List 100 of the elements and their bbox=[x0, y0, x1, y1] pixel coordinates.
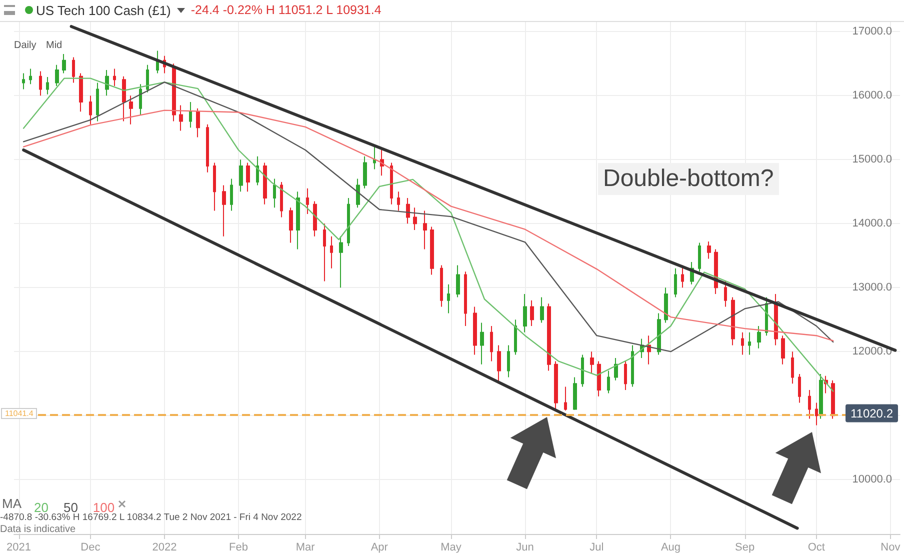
candlestick bbox=[781, 335, 785, 365]
candlestick bbox=[323, 223, 326, 282]
candlestick bbox=[222, 184, 226, 237]
y-tick-label: 15000.0 bbox=[852, 154, 892, 166]
candlestick bbox=[206, 124, 209, 173]
candlestick bbox=[390, 162, 393, 205]
candlestick bbox=[413, 207, 417, 230]
candlestick bbox=[29, 68, 32, 85]
candlestick bbox=[657, 312, 661, 356]
candlestick bbox=[607, 370, 610, 394]
candlestick bbox=[614, 358, 618, 381]
candlestick bbox=[674, 268, 677, 298]
candlestick bbox=[530, 300, 534, 326]
candlestick bbox=[480, 322, 484, 365]
candlestick bbox=[189, 102, 192, 128]
candlestick bbox=[440, 264, 443, 308]
x-tick-label: Dec bbox=[80, 542, 101, 554]
candlestick bbox=[564, 386, 567, 411]
candlestick bbox=[72, 56, 75, 84]
candlestick bbox=[373, 144, 376, 170]
annotation: 11041.4 bbox=[1, 408, 38, 419]
chart-title: US Tech 100 Cash (£1) bbox=[36, 3, 171, 18]
x-tick-label: Nov bbox=[880, 542, 901, 554]
candlestick bbox=[808, 390, 811, 420]
candlestick bbox=[196, 108, 200, 138]
candlestick bbox=[113, 68, 116, 86]
candlestick bbox=[456, 264, 460, 298]
y-tick-label: 10000.0 bbox=[852, 474, 892, 486]
candlestick bbox=[122, 76, 126, 122]
candlestick bbox=[230, 178, 233, 212]
candlestick bbox=[514, 319, 517, 356]
candlestick bbox=[631, 344, 634, 388]
candlestick bbox=[815, 402, 818, 426]
candlestick bbox=[597, 360, 601, 397]
candlestick bbox=[280, 182, 283, 218]
candlestick bbox=[748, 332, 751, 356]
x-tick-label: Jul bbox=[590, 542, 604, 554]
candlestick bbox=[105, 70, 109, 96]
candlestick bbox=[581, 354, 584, 388]
candlestick bbox=[698, 242, 701, 272]
candlestick bbox=[79, 72, 83, 112]
x-tick-label: May bbox=[440, 542, 462, 554]
annotation: Data is indicative bbox=[0, 524, 76, 535]
candlestick bbox=[46, 76, 49, 95]
x-tick-label: Oct bbox=[808, 542, 825, 554]
x-tick-label: Jun bbox=[516, 542, 534, 554]
candlestick bbox=[573, 376, 577, 410]
candlestick bbox=[523, 294, 527, 333]
candlestick bbox=[757, 326, 761, 349]
candlestick bbox=[96, 82, 99, 122]
x-tick-label: 2021 bbox=[6, 542, 32, 554]
candlestick bbox=[179, 104, 183, 132]
candlestick bbox=[146, 64, 149, 93]
text: 50 bbox=[63, 500, 78, 515]
candlestick bbox=[791, 351, 794, 384]
candlestick bbox=[139, 84, 142, 116]
candlestick bbox=[213, 162, 216, 212]
x-tick-label: Aug bbox=[660, 542, 681, 554]
candlestick bbox=[263, 162, 267, 205]
candlestick bbox=[239, 159, 243, 192]
candlestick bbox=[313, 200, 317, 237]
text: 100 bbox=[92, 500, 115, 515]
candlestick bbox=[447, 284, 450, 314]
candlestick bbox=[62, 54, 66, 74]
candlestick bbox=[273, 178, 276, 208]
candlestick bbox=[129, 95, 133, 125]
annotation: -4870.8 -30.63% H 16769.2 L 10834.2 Tue 2 Nov 2021 - Fri 4 Nov 2022 bbox=[0, 512, 302, 523]
candlestick bbox=[356, 178, 360, 208]
candlestick bbox=[724, 280, 727, 308]
candlestick bbox=[819, 374, 823, 420]
candlestick bbox=[831, 380, 835, 420]
legend-title: MA bbox=[2, 496, 22, 511]
candlestick bbox=[339, 236, 343, 288]
candlestick bbox=[289, 207, 293, 244]
candlestick bbox=[590, 351, 594, 374]
x-tick-label: Mar bbox=[296, 542, 316, 554]
candlestick bbox=[397, 191, 400, 212]
candlestick bbox=[256, 156, 259, 186]
candlestick bbox=[473, 306, 477, 356]
candlestick bbox=[406, 198, 410, 224]
annotation: Double-bottom? bbox=[598, 163, 779, 195]
chart-subtitle: -24.4 -0.22% H 11051.2 L 10931.4 bbox=[190, 3, 382, 17]
candlestick bbox=[55, 64, 59, 86]
candlestick bbox=[246, 162, 250, 192]
candlestick bbox=[423, 210, 427, 250]
candlestick bbox=[330, 236, 333, 269]
candlestick bbox=[363, 156, 367, 189]
ref-line-label: 11020.2 bbox=[850, 406, 894, 420]
candlestick bbox=[507, 344, 510, 378]
y-tick-label: 13000.0 bbox=[852, 282, 892, 294]
candlestick bbox=[347, 198, 350, 246]
candlestick bbox=[156, 50, 159, 74]
y-tick-label: 14000.0 bbox=[852, 218, 892, 230]
text: 20 bbox=[34, 500, 48, 515]
candlestick bbox=[430, 226, 434, 276]
candlestick bbox=[490, 326, 493, 362]
candlestick bbox=[664, 287, 668, 324]
annotation: Daily bbox=[14, 40, 36, 51]
x-tick-label: Apr bbox=[370, 542, 388, 554]
candlestick bbox=[624, 360, 627, 390]
